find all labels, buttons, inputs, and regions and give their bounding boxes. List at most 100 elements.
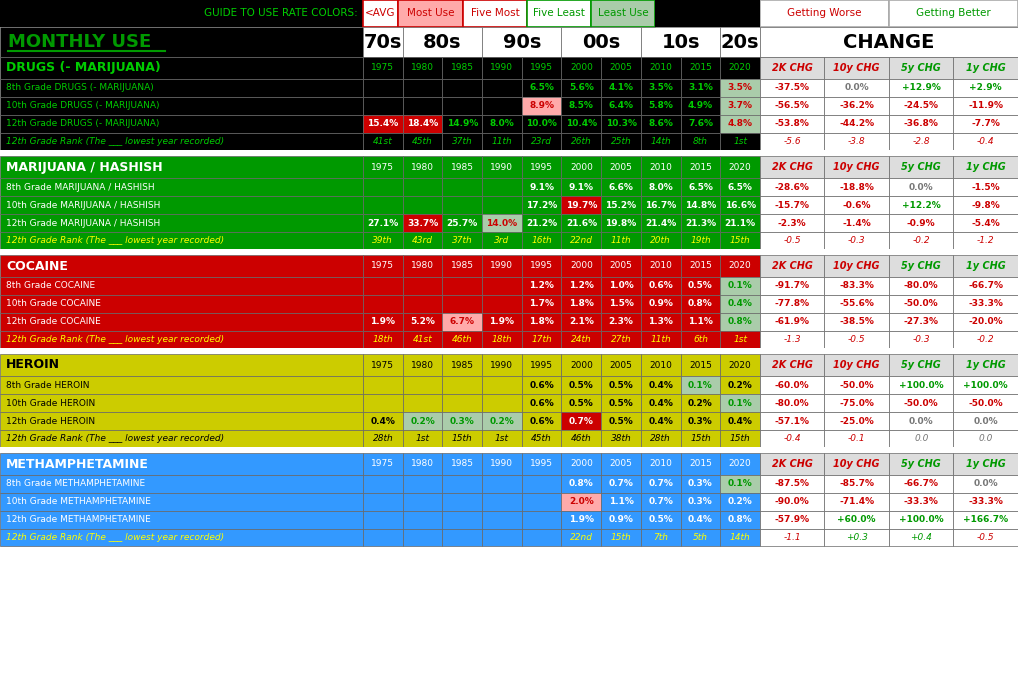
Bar [562, 529, 602, 546]
Bar [681, 475, 721, 493]
Text: COCAINE: COCAINE [6, 259, 68, 272]
Bar [825, 115, 889, 133]
Text: 10.3%: 10.3% [606, 119, 636, 128]
Bar [825, 295, 889, 313]
Text: 6.4%: 6.4% [609, 102, 633, 110]
Text: 10y CHG: 10y CHG [834, 360, 880, 370]
Text: +100.0%: +100.0% [963, 381, 1008, 390]
Text: 2.1%: 2.1% [569, 318, 593, 327]
Text: 1y CHG: 1y CHG [966, 63, 1006, 73]
Text: -60.0%: -60.0% [775, 381, 809, 390]
Bar [602, 376, 641, 394]
Text: 26th: 26th [571, 137, 591, 146]
Bar [721, 394, 760, 412]
Bar [760, 214, 825, 232]
Text: 1995: 1995 [530, 163, 553, 172]
Text: 0.4%: 0.4% [648, 381, 673, 390]
Text: 0.0%: 0.0% [909, 182, 934, 191]
Bar [0, 529, 363, 546]
Text: 0.0: 0.0 [914, 434, 928, 443]
Text: -0.2: -0.2 [912, 236, 930, 245]
Bar [483, 133, 522, 150]
Bar [889, 529, 954, 546]
Text: 23rd: 23rd [531, 137, 552, 146]
Text: 1990: 1990 [491, 460, 513, 469]
Text: 1.2%: 1.2% [529, 281, 554, 290]
Text: 46th: 46th [571, 434, 591, 443]
Bar [825, 331, 889, 348]
Text: 6.5%: 6.5% [728, 182, 752, 191]
Bar [522, 412, 562, 430]
Bar [483, 277, 522, 295]
Bar [602, 57, 641, 79]
Text: -2.8: -2.8 [912, 137, 930, 146]
Text: 6.5%: 6.5% [688, 182, 713, 191]
Bar [483, 354, 522, 376]
Text: 2005: 2005 [610, 361, 632, 370]
Bar [363, 57, 403, 79]
Bar [825, 453, 889, 475]
Text: 1975: 1975 [372, 361, 394, 370]
Bar [825, 376, 889, 394]
Text: 20th: 20th [651, 236, 671, 245]
Bar [760, 412, 825, 430]
Bar [562, 214, 602, 232]
Bar [954, 529, 1018, 546]
Bar [760, 79, 825, 97]
Bar [403, 277, 443, 295]
Text: 1.7%: 1.7% [529, 300, 554, 309]
Bar [760, 255, 825, 277]
Bar [483, 57, 522, 79]
Bar [0, 475, 363, 493]
Bar [602, 156, 641, 178]
Text: +100.0%: +100.0% [899, 381, 944, 390]
Text: 15th: 15th [730, 434, 750, 443]
Text: 1.0%: 1.0% [609, 281, 633, 290]
Bar [0, 133, 363, 150]
Text: 41st: 41st [412, 335, 433, 344]
Text: -3.8: -3.8 [848, 137, 865, 146]
Text: MARIJUANA / HASHISH: MARIJUANA / HASHISH [6, 161, 163, 174]
Bar [443, 313, 483, 331]
Text: 80s: 80s [423, 32, 461, 51]
Bar [954, 133, 1018, 150]
Bar [760, 313, 825, 331]
Text: 11th: 11th [492, 137, 512, 146]
Text: -0.5: -0.5 [784, 236, 801, 245]
Bar [721, 196, 760, 214]
Bar [522, 453, 562, 475]
Text: -0.1: -0.1 [848, 434, 865, 443]
Text: 8.0%: 8.0% [490, 119, 514, 128]
Text: -11.9%: -11.9% [968, 102, 1004, 110]
Bar [0, 376, 363, 394]
Text: 7th: 7th [654, 533, 668, 542]
Text: 2005: 2005 [610, 261, 632, 270]
Bar [760, 511, 825, 529]
Bar [562, 178, 602, 196]
Text: 0.4%: 0.4% [688, 515, 713, 525]
Bar [721, 57, 760, 79]
Bar [760, 133, 825, 150]
Text: 2.3%: 2.3% [609, 318, 633, 327]
Text: 1.1%: 1.1% [609, 497, 633, 506]
Bar [721, 493, 760, 511]
Bar [681, 255, 721, 277]
Bar [483, 178, 522, 196]
Text: DRUGS (- MARIJUANA): DRUGS (- MARIJUANA) [6, 62, 161, 75]
Bar [889, 493, 954, 511]
Text: +0.4: +0.4 [910, 533, 932, 542]
Bar [443, 97, 483, 115]
Text: 2010: 2010 [649, 64, 672, 73]
Text: 10s: 10s [662, 32, 699, 51]
Bar [681, 196, 721, 214]
Text: 0.0%: 0.0% [973, 480, 998, 488]
Bar [602, 97, 641, 115]
Text: 5th: 5th [693, 533, 708, 542]
Bar [721, 214, 760, 232]
Text: -1.5%: -1.5% [971, 182, 1000, 191]
Text: 10y CHG: 10y CHG [834, 162, 880, 172]
Bar [681, 156, 721, 178]
Text: 2000: 2000 [570, 64, 592, 73]
Bar [403, 412, 443, 430]
Bar [522, 295, 562, 313]
